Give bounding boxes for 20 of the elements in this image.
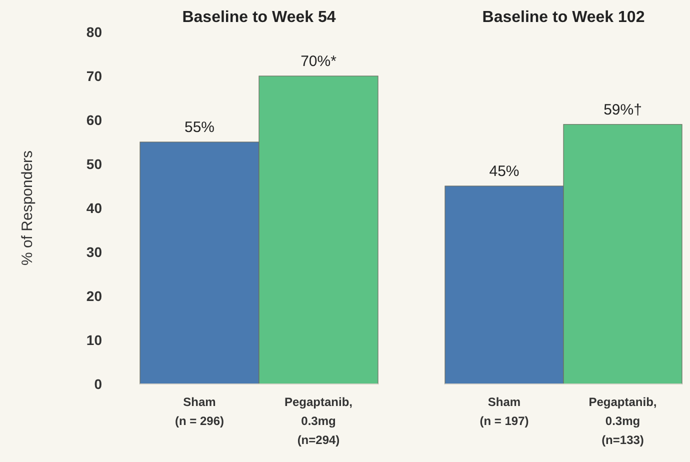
data-label: 55% [184,119,215,136]
x-tick-label: Sham (n = 197) [480,395,529,428]
y-tick-label: 20 [86,288,102,304]
x-tick-label: Pegaptanib, 0.3mg (n=294) [284,395,353,447]
chart-title: Baseline to Week 102 [482,9,645,26]
y-tick-label: 80 [86,24,102,40]
y-tick-label: 0 [94,376,102,392]
y-tick-label: 30 [86,244,102,260]
y-tick-label: 70 [86,68,102,84]
y-tick-label: 50 [86,156,102,172]
y-tick-label: 40 [86,200,102,216]
chart-title: Baseline to Week 54 [182,9,336,26]
y-tick-label: 10 [86,332,102,348]
data-label: 70%* [300,53,337,70]
x-tick-label: Pegaptanib, 0.3mg (n=133) [588,395,657,447]
data-label: 59%† [604,101,642,118]
x-tick-label: Sham (n = 296) [174,395,224,428]
data-label: 45% [489,163,520,180]
y-axis-title: % of Responders [19,150,36,266]
y-tick-label: 60 [86,112,102,128]
